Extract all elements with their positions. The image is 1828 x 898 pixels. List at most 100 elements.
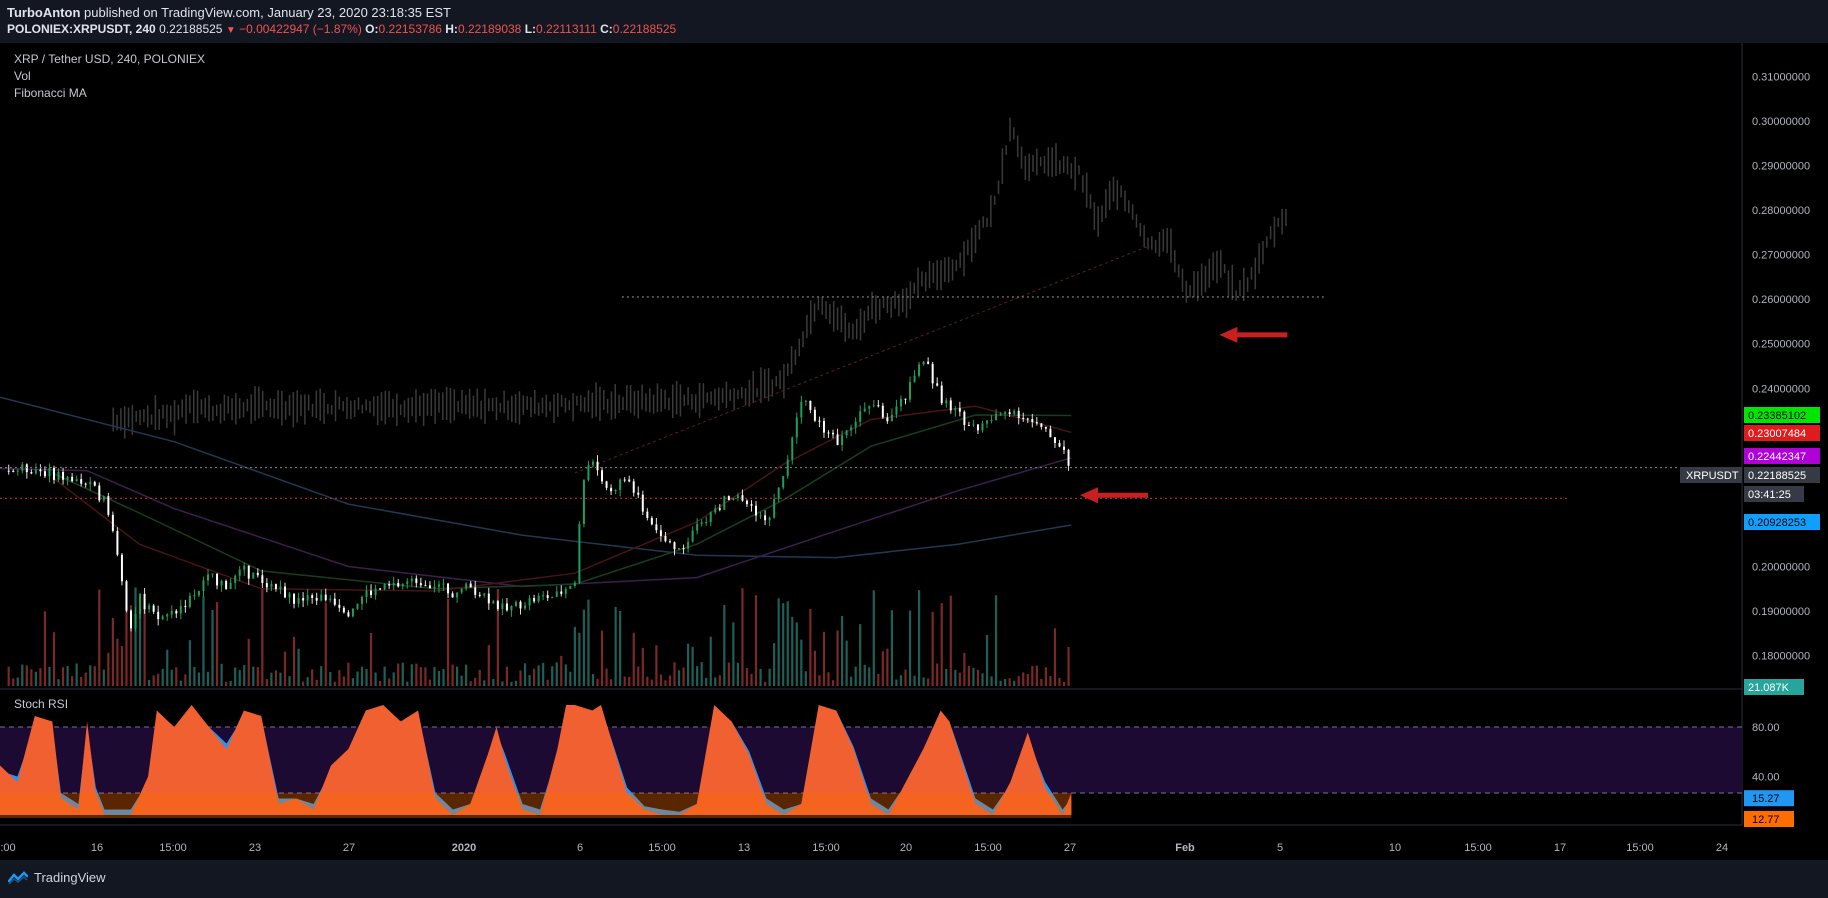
volume-bar [329,671,332,686]
candle-body [682,548,685,550]
candle-body [700,522,703,524]
chart-legend-title[interactable]: XRP / Tether USD, 240, POLONIEX [14,52,205,66]
volume-bar [302,681,305,686]
volume-bar [1013,680,1016,686]
price-tick-label: 0.30000000 [1752,116,1810,128]
candle-body [687,541,690,549]
price-tick-label: 0.26000000 [1752,294,1810,306]
volume-bar [179,680,182,686]
stoch-band-rect [0,727,1742,793]
candle-body [256,572,259,576]
volume-bar [415,663,418,686]
author-name[interactable]: TurboAnton [7,5,81,20]
candle-body [510,605,513,611]
candle-body [93,481,96,486]
candle-body [265,583,268,588]
candle-body [895,406,898,415]
volume-bar [61,667,65,686]
volume-bar [927,678,930,686]
candle-body [610,487,613,492]
candle-body [469,583,472,588]
volume-bar [551,666,554,686]
volume-bar [279,672,282,686]
candle-body [890,414,893,422]
volume-bar [397,663,400,686]
volume-bar [125,588,128,686]
candle-body [374,588,377,595]
candle-body [587,464,590,480]
time-tick-label: 15:00 [648,842,676,854]
candle-body [832,432,835,435]
volume-bar [840,615,844,686]
volume-bar [705,677,708,686]
candle-body [813,409,816,421]
candle-body [578,524,581,583]
candle-body [270,584,273,588]
candle-body [990,420,993,422]
candle-body [528,598,531,606]
volume-bar [736,662,740,686]
candle-body [596,461,599,471]
volume-bar [12,678,15,686]
horizontal-lines [0,296,1690,499]
candle-body [170,610,173,615]
candle-body [1040,423,1043,427]
candle-body [601,470,604,482]
volume-bar [369,632,373,686]
candle-body [84,483,87,485]
volume-bar [451,664,454,686]
candle-body [755,505,758,516]
candle-body [936,383,939,386]
volume-bar [446,598,450,686]
candle-body [773,499,776,518]
volume-bar [315,679,318,686]
chart-canvas[interactable]: 0.31000000 0.30000000 0.29000000 0.28000000… [0,43,1828,860]
candle-body [379,588,382,590]
volume-bar [723,604,726,686]
stoch-rsi-legend[interactable]: Stoch RSI [14,697,69,711]
volume-bar [379,680,382,686]
candle-body [981,423,984,431]
candle-body [442,583,445,585]
time-axis[interactable]: :00 16 15:00 23 27 2020 6 15:00 13 15:00 20 15:00 27… [0,842,1728,854]
volume-bar [646,676,649,686]
volume-bar [809,608,812,686]
volume-bar [21,664,24,686]
volume-legend[interactable]: Vol [14,69,31,83]
candle-body [709,512,712,522]
volume-bar [1040,679,1043,686]
volume-bar [582,609,586,686]
price-axis[interactable]: 0.31000000 0.30000000 0.29000000 0.28000000… [1752,71,1810,783]
volume-bar [908,610,912,686]
candle-body [872,405,875,407]
candle-body [904,398,907,400]
volume-bar [320,666,323,686]
candle-body [551,596,554,599]
ghost-price-layer [112,117,1287,474]
time-tick-label: 20 [900,842,912,854]
candle-body [800,401,803,418]
fibonacci-legend[interactable]: Fibonacci MA [14,86,87,100]
volume-bar [632,632,635,686]
tradingview-logo[interactable]: TradingView [8,870,106,885]
candle-body [931,363,934,384]
volume-bar [560,655,563,686]
candle-body [129,610,132,629]
volume-bar [1049,675,1052,686]
candle-body [53,467,56,480]
volume-bar [1053,628,1057,686]
volume-bar [419,667,422,686]
volume-bar [356,671,359,686]
time-tick-label: 13 [738,842,750,854]
price-tick-label: 0.25000000 [1752,339,1810,351]
volume-bar [537,665,540,686]
candle-body [188,595,191,607]
candle-body [505,603,508,611]
stoch-lower-fill [0,793,1072,818]
volume-bar [424,667,427,686]
volume-bar [166,649,169,686]
candle-body [859,411,862,422]
candle-body [111,514,114,531]
candle-body [877,405,880,407]
candle-body [333,598,336,605]
